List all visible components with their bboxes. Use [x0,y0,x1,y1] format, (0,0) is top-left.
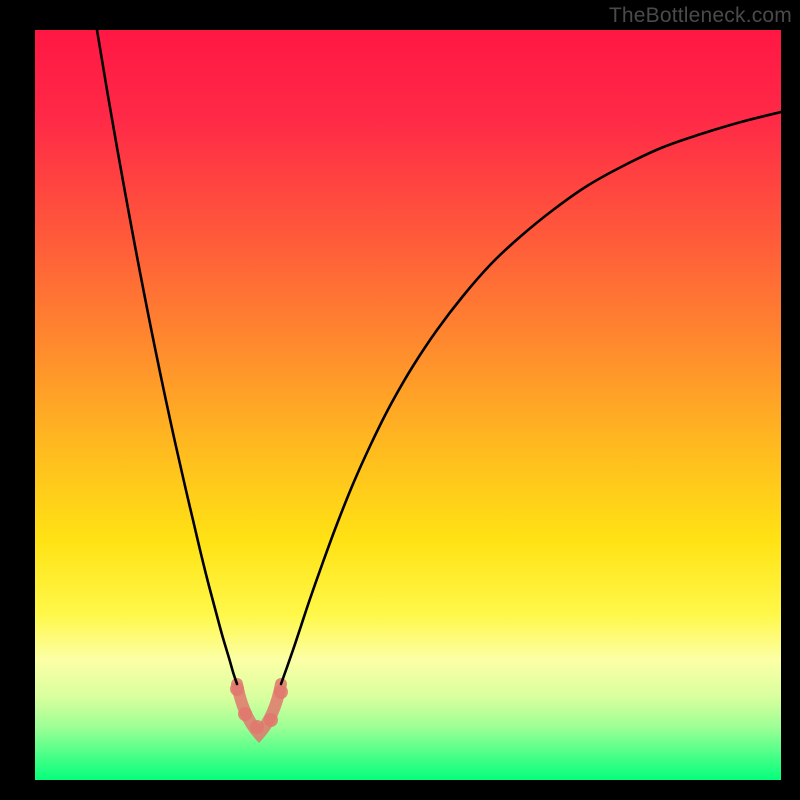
watermark-text: TheBottleneck.com [609,4,792,28]
curve-right-branch [281,112,781,684]
curve-svg [35,30,781,780]
chart-frame: TheBottleneck.com [0,0,800,800]
curve-left-branch [97,30,237,684]
plot-area [35,30,781,780]
